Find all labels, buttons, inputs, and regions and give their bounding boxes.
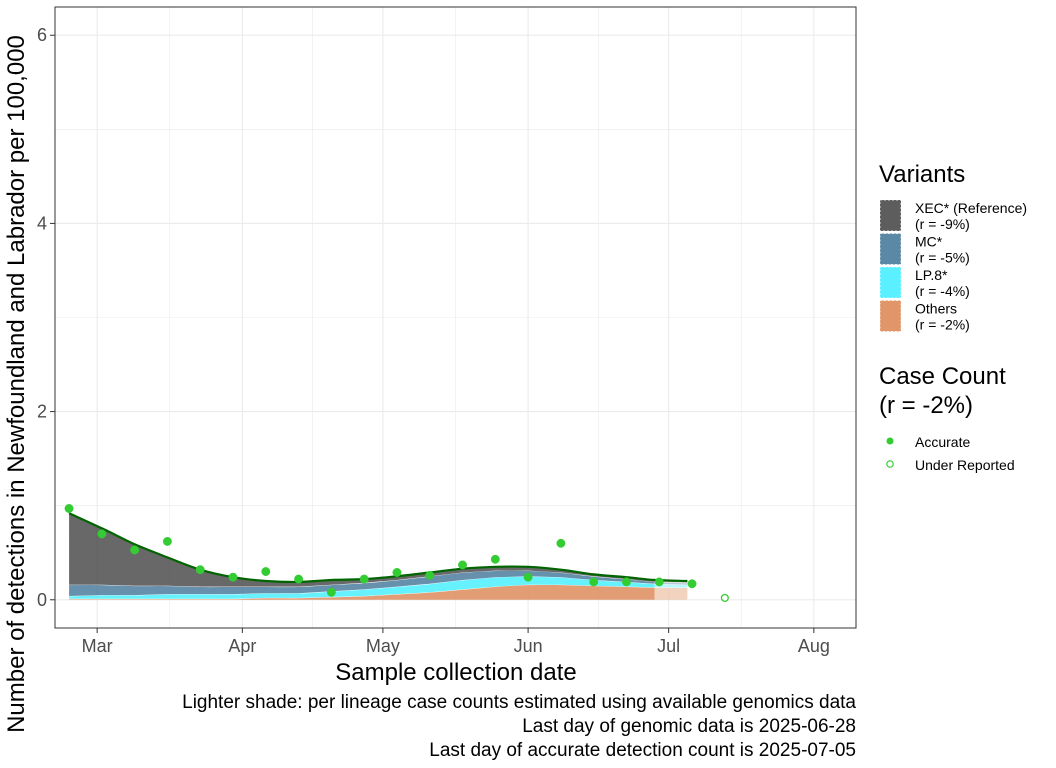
case-point-accurate	[622, 577, 631, 587]
legend-under-reported-label: Under Reported	[915, 457, 1015, 473]
x-tick-label: Aug	[798, 636, 830, 656]
legend-variant-name: XEC* (Reference)	[915, 200, 1027, 216]
y-tick-label: 6	[37, 25, 47, 45]
legend: Variants XEC* (Reference)(r = -9%)MC*(r …	[879, 161, 1027, 473]
x-tick-label: May	[366, 636, 400, 656]
case-point-accurate	[162, 536, 172, 546]
axes: Mar Apr May Jun Jul Aug 0 2 4 6	[37, 25, 830, 656]
case-point-accurate	[130, 545, 140, 555]
case-point-accurate	[654, 577, 664, 587]
y-axis-title: Number of detections in Newfoundland and…	[3, 35, 30, 733]
legend-variant-name: MC*	[915, 234, 943, 250]
y-tick-label: 2	[37, 402, 47, 422]
area-xec-reference-	[69, 513, 655, 587]
case-point-accurate	[294, 574, 304, 584]
legend-variant-r: (r = -4%)	[915, 283, 970, 299]
legend-variant-r: (r = -2%)	[915, 317, 970, 333]
x-tick-label: Mar	[82, 636, 113, 656]
legend-variant-r: (r = -9%)	[915, 216, 970, 232]
case-point-accurate	[195, 565, 205, 575]
legend-swatch	[879, 300, 902, 332]
case-point-accurate	[261, 567, 271, 576]
area-others	[69, 584, 655, 600]
case-point-accurate	[523, 572, 533, 582]
case-point-accurate	[64, 504, 74, 513]
case-point-accurate	[425, 570, 435, 580]
caption-line-3: Last day of accurate detection count is …	[429, 740, 856, 761]
legend-accurate-label: Accurate	[915, 434, 970, 450]
legend-swatch	[879, 199, 902, 232]
case-point-accurate	[228, 572, 238, 582]
legend-variant-entries: XEC* (Reference)(r = -9%) MC*(r = -5%)LP.…	[879, 199, 1027, 333]
case-point-accurate	[392, 568, 402, 577]
case-point-accurate	[556, 538, 566, 548]
panel-border	[54, 6, 857, 629]
x-axis-title: Sample collection date	[335, 659, 576, 686]
caption-line-2: Last day of genomic data is 2025-06-28	[522, 716, 856, 737]
case-point-accurate	[458, 560, 467, 570]
case-point-under-reported	[720, 593, 729, 602]
case-point-accurate	[490, 554, 500, 564]
y-tick-label: 4	[37, 213, 47, 233]
area-others-light	[654, 587, 688, 600]
legend-under-reported-marker	[886, 460, 894, 468]
legend-case-r: (r = -2%)	[879, 392, 973, 419]
total-lines	[68, 512, 688, 584]
x-tick-label: Apr	[228, 636, 256, 656]
case-count-points	[64, 504, 729, 602]
total-detections-line	[68, 512, 688, 584]
area-lp-8-	[69, 576, 655, 599]
caption-line-1: Lighter shade: per lineage case counts e…	[182, 692, 856, 713]
legend-accurate-marker	[886, 437, 894, 445]
stacked-areas	[68, 512, 688, 600]
case-point-accurate	[326, 587, 336, 597]
legend-variant-name: LP.8*	[915, 267, 948, 283]
y-tick-label: 0	[37, 590, 47, 610]
legend-swatch	[879, 233, 902, 265]
case-point-accurate	[359, 574, 369, 584]
legend-variants-title: Variants	[879, 161, 965, 188]
legend-swatch	[879, 266, 902, 299]
legend-case-title: Case Count	[879, 363, 1006, 390]
grid-lines	[55, 7, 856, 628]
legend-variant-name: Others	[915, 301, 957, 317]
case-point-accurate	[687, 579, 697, 589]
x-tick-label: Jul	[657, 636, 680, 656]
x-tick-label: Jun	[514, 636, 543, 656]
case-point-accurate	[589, 577, 599, 587]
legend-variant-r: (r = -5%)	[915, 250, 970, 266]
case-point-accurate	[97, 529, 107, 539]
